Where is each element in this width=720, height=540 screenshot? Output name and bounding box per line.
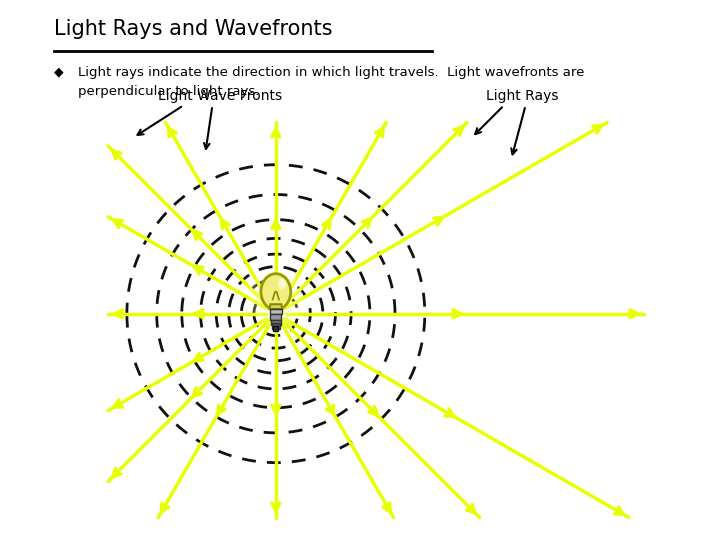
Point [50,48,58,55]
Bar [272,323,280,329]
Circle shape [248,271,303,326]
Text: Light Rays: Light Rays [486,89,558,103]
Text: Light Wave Fronts: Light Wave Fronts [158,89,282,103]
Point [428,48,436,55]
Ellipse shape [278,279,286,289]
Ellipse shape [261,274,291,310]
Bar [270,308,282,314]
Bar [274,326,278,331]
Text: perpendicular to light rays.: perpendicular to light rays. [78,85,259,98]
Text: Light Rays and Wavefronts: Light Rays and Wavefronts [54,19,333,39]
Text: Light rays indicate the direction in which light travels.  Light wavefronts are: Light rays indicate the direction in whi… [78,66,584,79]
Text: ◆: ◆ [54,66,63,79]
Bar [271,320,281,325]
Bar [270,314,282,320]
Polygon shape [269,304,282,309]
